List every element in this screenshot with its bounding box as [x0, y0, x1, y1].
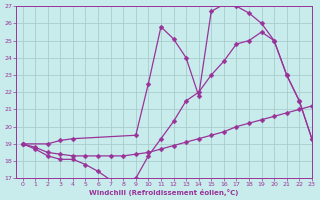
X-axis label: Windchill (Refroidissement éolien,°C): Windchill (Refroidissement éolien,°C) — [89, 189, 239, 196]
